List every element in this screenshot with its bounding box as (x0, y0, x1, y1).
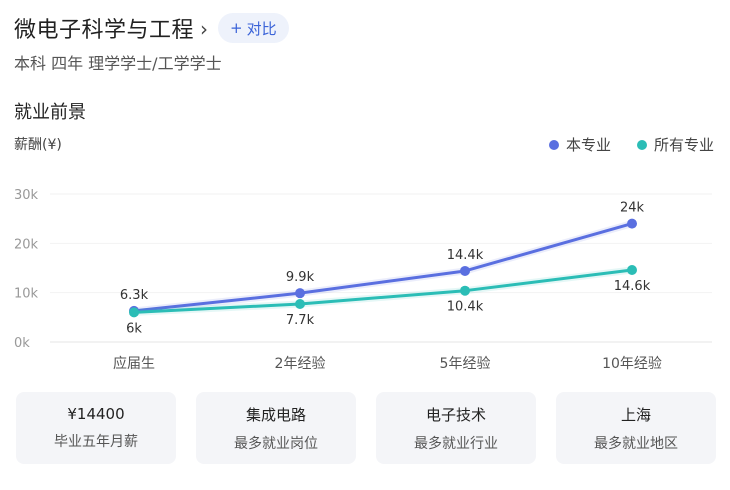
legend-item-all[interactable]: 所有专业 (636, 134, 714, 155)
section-title: 就业前景 (14, 102, 86, 123)
x-tick-label: 应届生 (113, 355, 155, 372)
stat-card-region[interactable]: 上海 最多就业地区 (556, 392, 716, 464)
data-label: 9.9k (286, 270, 315, 285)
stat-label: 最多就业岗位 (234, 435, 318, 452)
data-point (460, 265, 470, 276)
stat-value: 上海 (620, 405, 651, 424)
series-line (133, 268, 633, 314)
stat-card-industry[interactable]: 电子技术 最多就业行业 (376, 392, 536, 464)
x-tick-label: 10年经验 (602, 356, 662, 372)
stat-card-salary[interactable]: ¥14400 毕业五年月薪 (16, 392, 176, 464)
compare-button[interactable]: + 对比 (218, 13, 289, 43)
data-point (295, 299, 305, 310)
stat-label: 毕业五年月薪 (54, 434, 138, 450)
stat-value: ¥14400 (67, 405, 125, 423)
stat-card-position[interactable]: 集成电路 最多就业岗位 (196, 392, 356, 464)
data-point (460, 285, 470, 296)
stat-value: 集成电路 (245, 405, 306, 424)
y-tick-label: 0k (14, 336, 30, 351)
major-title[interactable]: 微电子科学与工程 (14, 18, 195, 43)
stat-label: 最多就业行业 (414, 435, 498, 452)
data-point (627, 264, 637, 275)
data-point (295, 288, 305, 299)
data-label: 14.6k (614, 279, 651, 294)
series-line (133, 222, 633, 313)
degree-info: 本科 四年 理学学士/工学学士 (14, 54, 222, 73)
stat-value: 电子技术 (425, 405, 486, 424)
x-tick-label: 2年经验 (275, 356, 326, 372)
stat-label: 最多就业地区 (594, 435, 678, 452)
data-label: 10.4k (447, 300, 484, 315)
compare-label: 对比 (246, 19, 277, 38)
data-label: 7.7k (286, 313, 315, 328)
chart-legend: 本专业 所有专业 (548, 134, 714, 155)
series-line-glow (133, 266, 633, 316)
y-tick-label: 20k (14, 237, 39, 252)
data-label: 14.4k (447, 248, 484, 263)
legend-label-major: 本专业 (565, 136, 611, 154)
data-label: 6.3k (120, 288, 149, 303)
major-header: 微电子科学与工程 › + 对比 (14, 12, 289, 44)
chevron-right-icon[interactable]: › (200, 16, 209, 41)
stat-cards: ¥14400 毕业五年月薪 集成电路 最多就业岗位 电子技术 最多就业行业 上海… (16, 392, 716, 464)
legend-dot-major (548, 139, 559, 150)
data-label: 6k (126, 321, 142, 336)
legend-dot-all (636, 139, 647, 150)
data-point (627, 218, 637, 229)
plus-icon: + (230, 19, 243, 37)
x-tick-label: 5年经验 (440, 356, 491, 372)
legend-label-all: 所有专业 (653, 136, 714, 154)
salary-line-chart: 0k 10k 20k 30k 应届生 2年经验 5年经验 10年经验 6.3k 9.9k 14.4k… (14, 188, 712, 372)
y-tick-label: 30k (14, 188, 39, 203)
data-point (129, 307, 139, 318)
legend-item-major[interactable]: 本专业 (548, 134, 611, 155)
y-tick-label: 10k (14, 287, 39, 302)
data-label: 24k (620, 201, 645, 216)
y-axis-unit: 薪酬(¥) (14, 137, 62, 153)
